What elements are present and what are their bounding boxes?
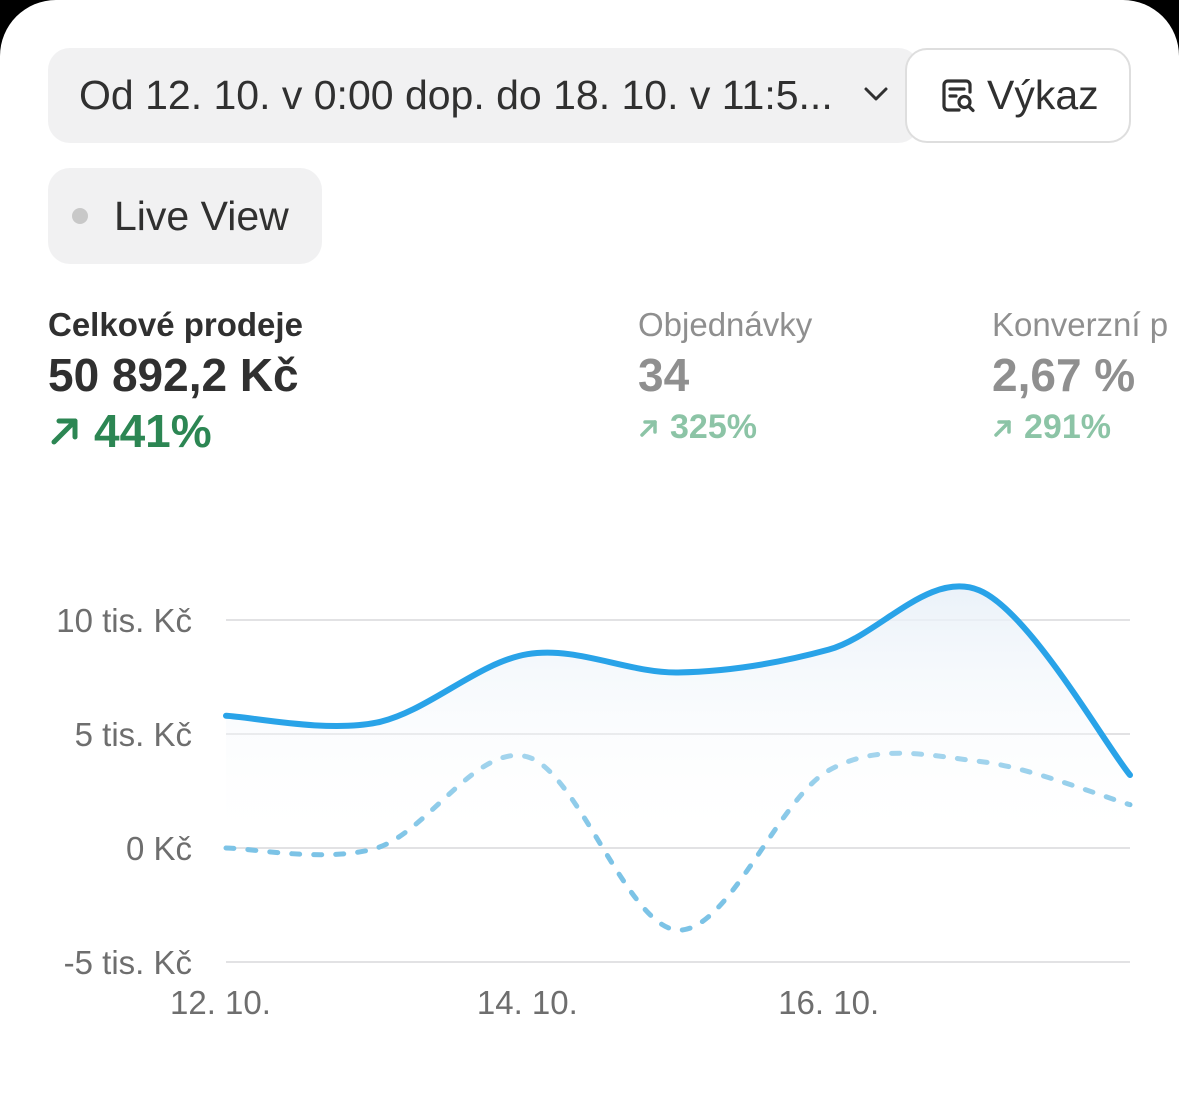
metric-delta-value: 325% (670, 408, 757, 446)
metric-delta-value: 291% (1024, 408, 1111, 446)
live-view-label: Live View (114, 192, 289, 239)
report-search-icon (942, 78, 975, 112)
metric-conversion[interactable]: Konverzní p 2,67 % 291% (992, 306, 1168, 447)
metric-orders[interactable]: Objednávky 34 325% (638, 306, 812, 447)
metric-total-sales[interactable]: Celkové prodeje 50 892,2 Kč 441% (48, 306, 303, 458)
metric-delta: 441% (48, 404, 303, 458)
x-tick-label: 12. 10. (170, 984, 271, 1021)
series-area (226, 586, 1130, 848)
report-button[interactable]: Výkaz (905, 48, 1131, 143)
metric-value: 34 (638, 349, 690, 401)
trend-up-arrow-icon (994, 419, 1011, 437)
x-tick-label: 14. 10. (477, 984, 578, 1021)
metric-delta: 291% (992, 408, 1168, 447)
metric-delta-value: 441% (94, 405, 212, 457)
y-tick-label: 0 Kč (126, 830, 192, 867)
live-status-dot-icon (72, 208, 88, 224)
chevron-down-icon (864, 87, 888, 101)
y-tick-label: 5 tis. Kč (75, 716, 192, 753)
y-tick-label: -5 tis. Kč (64, 944, 192, 981)
trend-up-arrow-icon (640, 419, 657, 437)
metric-delta: 325% (638, 408, 812, 447)
metric-value: 50 892,2 Kč (48, 349, 299, 401)
live-view-button[interactable]: Live View (48, 168, 322, 264)
date-range-label: Od 12. 10. v 0:00 dop. do 18. 10. v 11:5… (79, 72, 833, 118)
report-button-label: Výkaz (987, 72, 1099, 118)
date-range-picker[interactable]: Od 12. 10. v 0:00 dop. do 18. 10. v 11:5… (48, 48, 920, 143)
metric-label: Objednávky (638, 306, 813, 343)
metric-label: Celkové prodeje (48, 306, 303, 343)
current-series-line (223, 583, 1133, 779)
y-tick-label: 10 tis. Kč (56, 602, 192, 639)
metric-label: Konverzní p (992, 306, 1169, 343)
metric-value: 2,67 % (992, 349, 1136, 401)
trend-up-arrow-icon (51, 418, 78, 445)
x-tick-label: 16. 10. (778, 984, 879, 1021)
